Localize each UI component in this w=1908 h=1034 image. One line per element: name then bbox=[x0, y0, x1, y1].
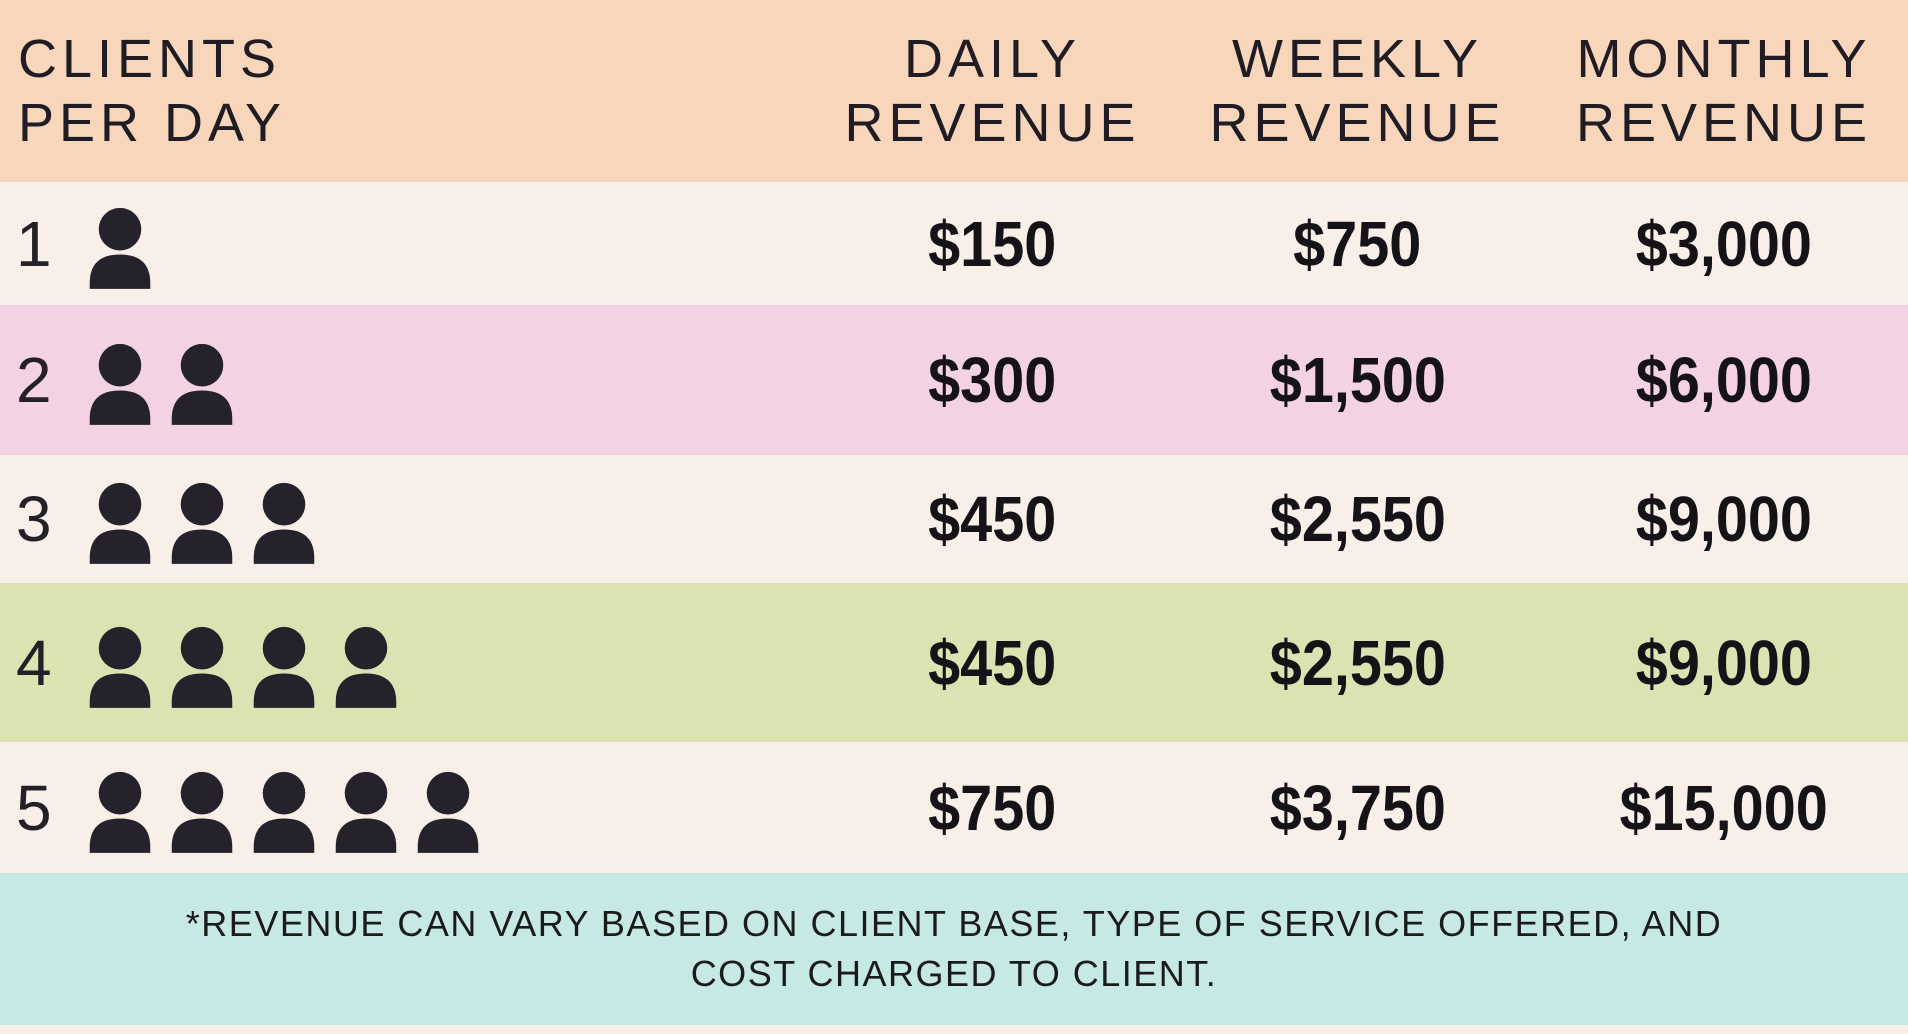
monthly-revenue-cell: $6,000 bbox=[1540, 305, 1908, 455]
weekly-revenue-value: $1,500 bbox=[1269, 344, 1446, 416]
monthly-revenue-value: $15,000 bbox=[1619, 771, 1829, 844]
person-icon bbox=[166, 482, 238, 564]
footnote: *REVENUE CAN VARY BASED ON CLIENT BASE, … bbox=[0, 873, 1908, 1025]
monthly-revenue-cell: $9,000 bbox=[1540, 455, 1908, 583]
column-header-monthly-revenue: MONTHLY REVENUE bbox=[1540, 27, 1908, 155]
person-icon bbox=[84, 343, 156, 425]
daily-revenue-cell: $300 bbox=[810, 305, 1175, 455]
daily-revenue-cell: $450 bbox=[810, 455, 1175, 583]
clients-count: 3 bbox=[16, 483, 52, 555]
daily-revenue-cell: $450 bbox=[810, 583, 1175, 742]
person-icon bbox=[248, 626, 320, 708]
person-icon bbox=[330, 626, 402, 708]
header-line: REVENUE bbox=[1575, 93, 1873, 153]
person-icons-group bbox=[84, 771, 484, 853]
monthly-revenue-cell: $15,000 bbox=[1540, 742, 1908, 873]
header-line: MONTHLY bbox=[1576, 29, 1872, 89]
clients-cell: 3 bbox=[0, 455, 810, 583]
weekly-revenue-cell: $1,500 bbox=[1175, 305, 1540, 455]
weekly-revenue-cell: $2,550 bbox=[1175, 583, 1540, 742]
person-icon bbox=[248, 771, 320, 853]
table-row: 2 $300 $1,500 $6,000 bbox=[0, 305, 1908, 455]
person-icons-group bbox=[84, 482, 320, 564]
daily-revenue-value: $300 bbox=[928, 344, 1057, 416]
daily-revenue-cell: $150 bbox=[810, 182, 1175, 305]
bottom-strip bbox=[0, 1025, 1908, 1034]
person-icons-group bbox=[84, 626, 402, 708]
daily-revenue-value: $150 bbox=[928, 207, 1057, 280]
person-icon bbox=[248, 482, 320, 564]
weekly-revenue-value: $750 bbox=[1293, 207, 1422, 280]
weekly-revenue-value: $3,750 bbox=[1269, 771, 1446, 844]
header-line: PER DAY bbox=[18, 93, 287, 153]
daily-revenue-value: $750 bbox=[928, 771, 1057, 844]
table-row: 1 $150 $750 $3,000 bbox=[0, 182, 1908, 305]
header-line: REVENUE bbox=[844, 93, 1141, 153]
daily-revenue-value: $450 bbox=[928, 626, 1057, 699]
monthly-revenue-value: $6,000 bbox=[1635, 344, 1813, 416]
table-header: CLIENTS PER DAY DAILY REVENUE WEEKLY REV… bbox=[0, 0, 1908, 182]
clients-cell: 4 bbox=[0, 583, 810, 742]
person-icon bbox=[166, 771, 238, 853]
person-icon bbox=[84, 626, 156, 708]
clients-count: 5 bbox=[16, 771, 52, 844]
monthly-revenue-value: $3,000 bbox=[1635, 207, 1813, 280]
person-icon bbox=[166, 343, 238, 425]
person-icon bbox=[84, 771, 156, 853]
column-header-weekly-revenue: WEEKLY REVENUE bbox=[1175, 27, 1540, 155]
clients-count: 2 bbox=[16, 344, 52, 416]
footnote-line-2: COST CHARGED TO CLIENT. bbox=[690, 953, 1218, 994]
daily-revenue-value: $450 bbox=[928, 483, 1057, 555]
daily-revenue-cell: $750 bbox=[810, 742, 1175, 873]
clients-cell: 1 bbox=[0, 182, 810, 305]
person-icon bbox=[84, 482, 156, 564]
person-icons-group bbox=[84, 207, 156, 289]
person-icon bbox=[166, 626, 238, 708]
weekly-revenue-cell: $750 bbox=[1175, 182, 1540, 305]
weekly-revenue-cell: $3,750 bbox=[1175, 742, 1540, 873]
clients-cell: 5 bbox=[0, 742, 810, 873]
monthly-revenue-value: $9,000 bbox=[1635, 483, 1813, 555]
monthly-revenue-value: $9,000 bbox=[1635, 626, 1813, 699]
clients-count: 1 bbox=[16, 207, 52, 280]
person-icon bbox=[84, 207, 156, 289]
table-row: 3 $450 $2,550 $9,000 bbox=[0, 455, 1908, 583]
header-line: DAILY bbox=[903, 29, 1082, 89]
column-header-clients-per-day: CLIENTS PER DAY bbox=[0, 27, 810, 155]
person-icon bbox=[330, 771, 402, 853]
header-line: REVENUE bbox=[1209, 93, 1506, 153]
footnote-line-1: *REVENUE CAN VARY BASED ON CLIENT BASE, … bbox=[185, 903, 1723, 944]
table-row: 5 $750 $3,750 $15,000 bbox=[0, 742, 1908, 873]
weekly-revenue-cell: $2,550 bbox=[1175, 455, 1540, 583]
table-row: 4 $450 $2,550 $9,000 bbox=[0, 583, 1908, 742]
monthly-revenue-cell: $3,000 bbox=[1540, 182, 1908, 305]
clients-cell: 2 bbox=[0, 305, 810, 455]
person-icons-group bbox=[84, 343, 238, 425]
person-icon bbox=[412, 771, 484, 853]
table-body: 1 $150 $750 $3,000 2 $300 $1,500 $6,000 … bbox=[0, 182, 1908, 873]
monthly-revenue-cell: $9,000 bbox=[1540, 583, 1908, 742]
clients-count: 4 bbox=[16, 626, 52, 699]
weekly-revenue-value: $2,550 bbox=[1269, 626, 1446, 699]
header-line: CLIENTS bbox=[18, 29, 282, 89]
header-line: WEEKLY bbox=[1231, 29, 1484, 89]
column-header-daily-revenue: DAILY REVENUE bbox=[810, 27, 1175, 155]
weekly-revenue-value: $2,550 bbox=[1269, 483, 1446, 555]
